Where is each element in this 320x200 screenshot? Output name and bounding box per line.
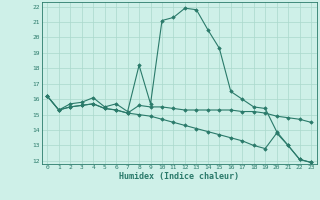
X-axis label: Humidex (Indice chaleur): Humidex (Indice chaleur) [119, 172, 239, 181]
